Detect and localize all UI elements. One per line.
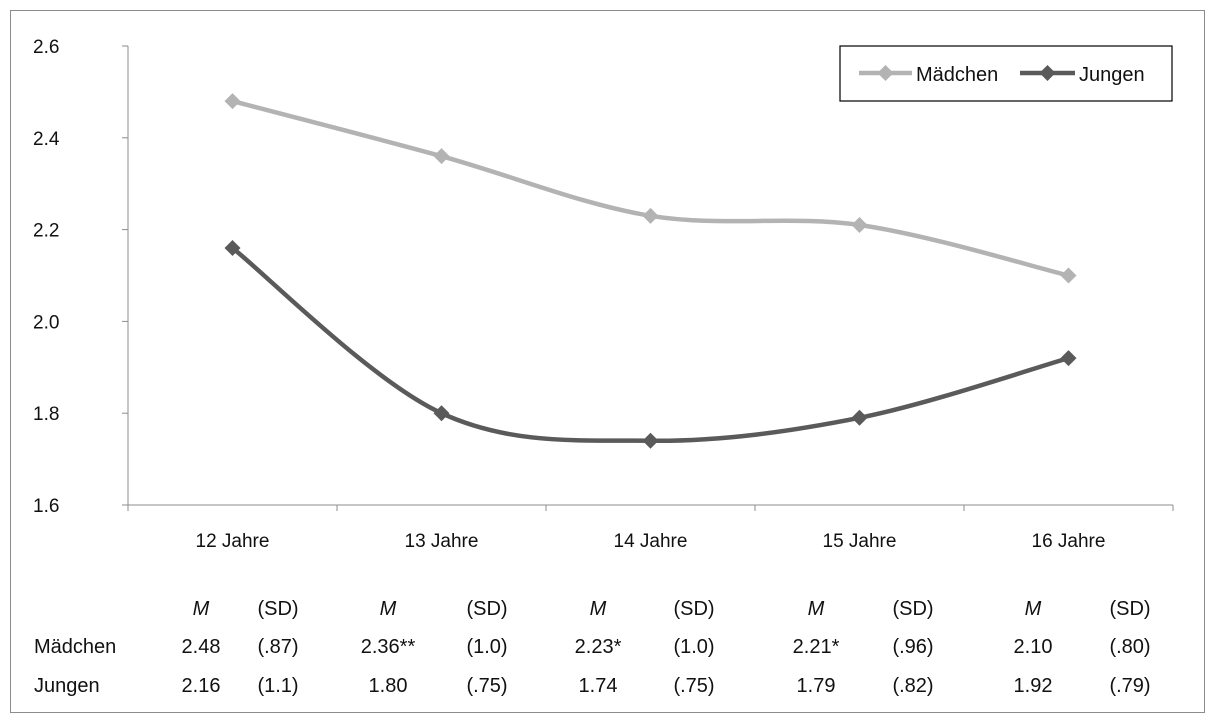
legend-label: Mädchen [916,64,998,86]
table-cell: (.82) [892,675,933,697]
x-tick-label: 12 Jahre [196,531,270,552]
table-header-cell: (SD) [257,598,298,620]
data-point-marker [1060,350,1077,367]
stats-table: M (SD) M (SD) M (SD) M (SD) M (SD) Mädchen 2.48 (.87… [34,598,1151,697]
table-row-label: Jungen [34,675,100,697]
table-cell: (1.0) [466,636,507,658]
x-tick-label: 15 Jahre [823,531,897,552]
table-cell: 1.80 [369,675,408,697]
data-point-marker [433,148,450,165]
legend-swatch-marker [877,65,894,81]
table-header-cell: M [193,598,210,620]
series-markers [224,93,1077,449]
table-cell: 1.92 [1014,675,1053,697]
table-header-cell: (SD) [466,598,507,620]
y-tick-label: 2.4 [33,129,60,150]
data-point-marker [851,217,868,234]
data-point-marker [642,432,659,449]
chart-frame [10,10,1205,713]
table-row-label: Mädchen [34,636,116,658]
table-header-cell: M [1025,598,1042,620]
y-axis-ticks: 1.6 1.8 2.0 2.2 2.4 2.6 [33,37,128,517]
table-header-cell: M [380,598,397,620]
table-cell: (1.0) [673,636,714,658]
table-cell: (.79) [1109,675,1150,697]
table-cell: 2.23* [575,636,622,658]
table-header-cell: (SD) [892,598,933,620]
x-tick-label: 14 Jahre [614,531,688,552]
chart-legend: Mädchen Jungen [839,45,1173,102]
data-point-marker [642,207,659,224]
table-cell: 2.21* [793,636,840,658]
series-lines [230,98,1071,444]
y-tick-label: 1.8 [33,404,59,425]
table-cell: (1.1) [257,675,298,697]
x-tick-label: 13 Jahre [405,531,479,552]
table-cell: (.75) [673,675,714,697]
y-tick-label: 2.2 [33,221,59,242]
series-line-jungen [230,245,1071,444]
data-point-marker [1060,267,1077,284]
table-cell: 2.10 [1014,636,1053,658]
table-cell: (.87) [257,636,298,658]
y-tick-label: 2.0 [33,312,59,333]
legend-swatch-marker [1039,65,1056,81]
table-header-cell: (SD) [1109,598,1150,620]
y-tick-label: 1.6 [33,496,59,517]
data-point-marker [433,405,450,422]
table-cell: 2.48 [182,636,221,658]
data-point-marker [851,409,868,426]
table-header-cell: M [590,598,607,620]
x-axis-ticks: 12 Jahre 13 Jahre 14 Jahre 15 Jahre 16 Jahre [127,505,1174,552]
table-cell: 2.36** [361,636,416,658]
table-header-cell: M [808,598,825,620]
table-cell: 2.16 [182,675,221,697]
data-point-marker [224,239,241,256]
y-tick-label: 2.6 [33,37,59,58]
x-tick-label: 16 Jahre [1032,531,1106,552]
table-cell: (.80) [1109,636,1150,658]
legend-label: Jungen [1079,64,1145,86]
data-point-marker [224,93,241,110]
table-cell: 1.79 [797,675,836,697]
table-header-cell: (SD) [673,598,714,620]
table-cell: 1.74 [579,675,618,697]
chart-axes [127,46,1173,506]
table-cell: (.75) [466,675,507,697]
table-cell: (.96) [892,636,933,658]
series-line-maedchen [230,98,1071,278]
